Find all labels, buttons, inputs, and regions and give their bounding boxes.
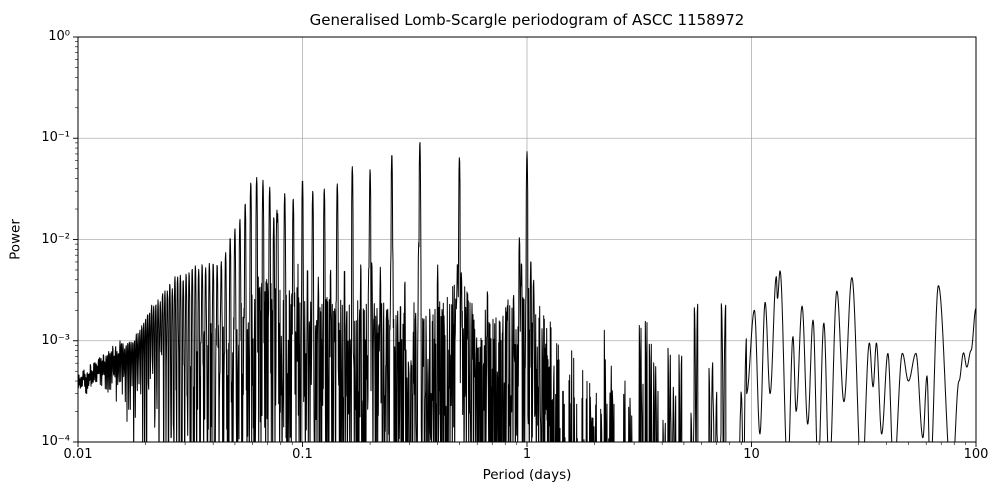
grid-lines (77, 36, 977, 443)
x-tick-label: 1 (522, 447, 532, 462)
y-tick-label: 10⁻⁴ (41, 434, 70, 449)
y-tick-label: 10⁻² (41, 231, 70, 247)
plot-border (77, 36, 977, 443)
y-tick-label: 10⁻³ (41, 332, 70, 348)
y-tick-label: 10⁻¹ (41, 130, 70, 146)
x-axis-label: Period (days) (482, 467, 572, 483)
x-tick-label: 100 (963, 447, 989, 462)
x-tick-label: 0.1 (292, 447, 313, 462)
x-tick-label: 10 (743, 447, 760, 462)
chart-title: Generalised Lomb-Scargle periodogram of … (309, 11, 745, 29)
x-tick-label: 0.01 (63, 447, 93, 462)
periodogram-series-line (78, 142, 976, 442)
y-tick-label: 10⁰ (48, 29, 70, 44)
